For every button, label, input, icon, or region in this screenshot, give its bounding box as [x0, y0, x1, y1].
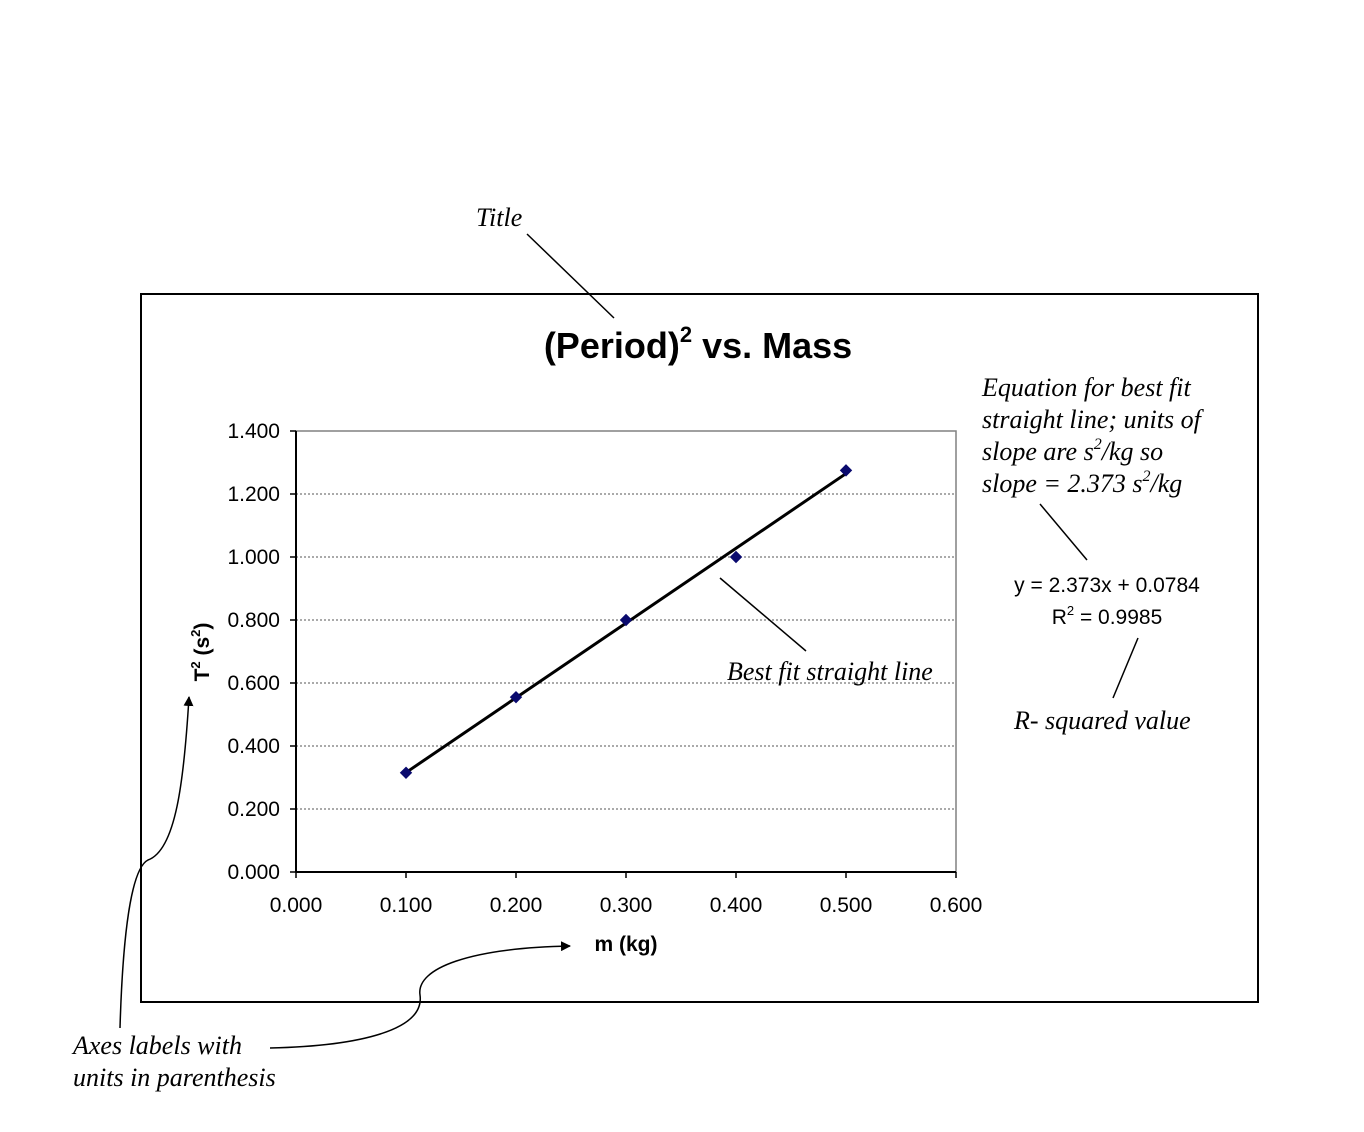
svg-text:Axes labels with: Axes labels with [71, 1031, 242, 1060]
plot-frame [295, 430, 957, 873]
y-tick-label: 0.400 [227, 735, 280, 758]
bestfit-pointer-line [719, 577, 807, 652]
y-tick-label: 0.800 [227, 609, 280, 632]
svg-text:slope = 2.373 s2/kg: slope = 2.373 s2/kg [982, 468, 1182, 498]
data-point [399, 766, 413, 779]
y-tick-label: 1.400 [227, 420, 280, 443]
r-squared-text: R2 = 0.9985 [1052, 603, 1163, 629]
chart-border [140, 293, 1259, 1003]
x-tick-label: 0.500 [820, 894, 873, 917]
y-tick-label: 0.000 [227, 861, 280, 884]
x-axis-label-arrow [269, 941, 571, 1049]
data-point [619, 613, 633, 627]
x-tick-label: 0.200 [490, 894, 543, 917]
x-tick-label: 0.300 [600, 894, 653, 917]
svg-text:units in parenthesis: units in parenthesis [73, 1063, 276, 1092]
svg-text:straight line; units of: straight line; units of [982, 405, 1205, 434]
y-tick-label: 0.200 [227, 798, 280, 821]
data-point [839, 464, 853, 477]
r2-pointer-line [1112, 637, 1139, 699]
y-axis-label-arrow [119, 696, 194, 1029]
plot-area: 0.000 0.200 0.400 0.600 0.800 1.000 1.200 1.400… [227, 420, 982, 917]
x-axis-label: m (kg) [595, 933, 658, 956]
axis-ticks: 0.000 0.200 0.400 0.600 0.800 1.000 1.200 1.400… [227, 420, 982, 917]
equation-annotation: Equation for best fit straight line; uni… [981, 373, 1205, 498]
r2-annotation: R- squared value [1013, 706, 1191, 735]
trendline-equation: y = 2.373x + 0.0784 [1014, 574, 1200, 597]
title-pointer-line [526, 233, 615, 319]
chart-title: (Period)2 vs. Mass [544, 322, 852, 366]
bestfit-annotation: Best fit straight line [727, 657, 933, 686]
x-tick-label: 0.100 [380, 894, 433, 917]
y-tick-label: 1.200 [227, 483, 280, 506]
y-tick-label: 1.000 [227, 546, 280, 569]
y-tick-label: 0.600 [227, 672, 280, 695]
data-points [399, 464, 853, 779]
svg-text:Equation for best fit: Equation for best fit [981, 373, 1192, 402]
gridlines [296, 493, 956, 810]
x-tick-label: 0.400 [710, 894, 763, 917]
title-annotation: Title [476, 203, 522, 232]
equation-pointer-line [1039, 503, 1088, 561]
axes-annotation: Axes labels with units in parenthesis [71, 1031, 276, 1092]
x-tick-label: 0.000 [270, 894, 323, 917]
x-tick-label: 0.600 [930, 894, 983, 917]
data-point [509, 690, 523, 704]
data-point [729, 550, 743, 564]
y-axis-label: T2 (s2) [188, 623, 214, 682]
svg-text:slope are s2/kg so: slope are s2/kg so [982, 436, 1163, 466]
